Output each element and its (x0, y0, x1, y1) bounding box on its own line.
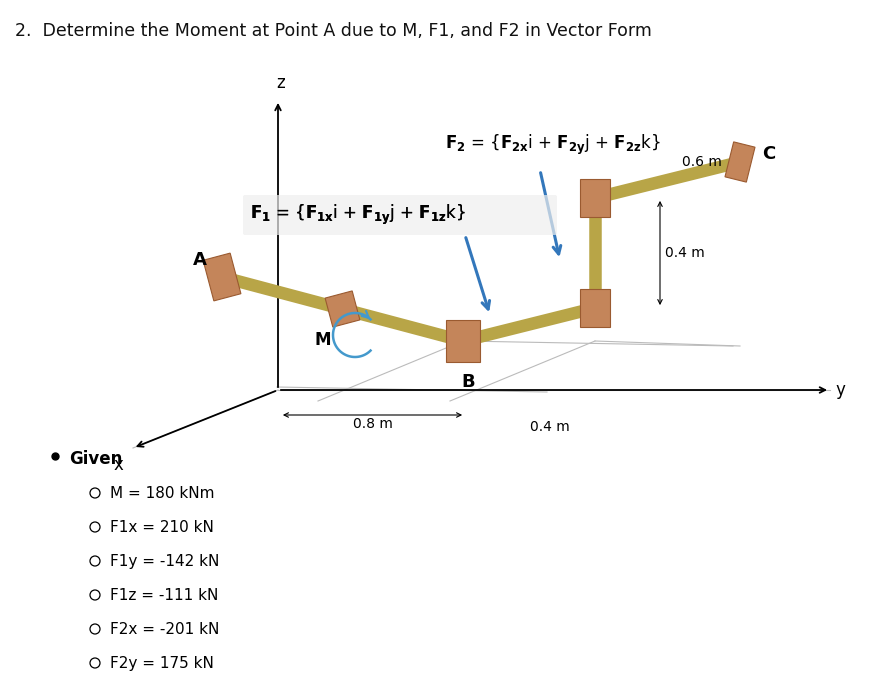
Text: C: C (761, 145, 774, 163)
Text: A: A (193, 251, 207, 269)
Text: F1x = 210 kN: F1x = 210 kN (109, 520, 214, 535)
Text: 0.6 m: 0.6 m (681, 155, 721, 169)
Text: $\mathbf{F_2}$ = {$\mathbf{F_{2x}}$i + $\mathbf{F_{2y}}$j + $\mathbf{F_{2z}}$k}: $\mathbf{F_2}$ = {$\mathbf{F_{2x}}$i + $… (444, 133, 660, 157)
Bar (580, 289, 609, 327)
Bar (580, 179, 609, 217)
Bar (325, 291, 360, 327)
Text: F1z = -111 kN: F1z = -111 kN (109, 588, 218, 603)
Text: Given: Given (69, 450, 123, 468)
Text: F1y = -142 kN: F1y = -142 kN (109, 554, 219, 569)
FancyBboxPatch shape (242, 195, 556, 235)
Text: F2y = 175 kN: F2y = 175 kN (109, 656, 214, 671)
Text: $\mathbf{F_1}$ = {$\mathbf{F_{1x}}$i + $\mathbf{F_{1y}}$j + $\mathbf{F_{1z}}$k}: $\mathbf{F_1}$ = {$\mathbf{F_{1x}}$i + $… (249, 203, 465, 227)
Text: 0.4 m: 0.4 m (664, 246, 704, 260)
Text: 0.4 m: 0.4 m (529, 420, 569, 434)
Text: x: x (113, 456, 123, 474)
Bar (724, 142, 754, 182)
Text: M = 180 kNm: M = 180 kNm (109, 486, 215, 501)
Text: z: z (276, 74, 285, 92)
Text: 2.  Determine the Moment at Point A due to M, F1, and F2 in Vector Form: 2. Determine the Moment at Point A due t… (15, 22, 651, 40)
Text: M: M (315, 331, 331, 349)
Text: F2x = -201 kN: F2x = -201 kN (109, 622, 219, 637)
Bar (446, 320, 480, 362)
Bar (202, 253, 241, 301)
Text: 0.8 m: 0.8 m (352, 417, 392, 431)
Text: $\mathbf{F_1}$ = {$\mathbf{F_{1x}}$i + $\mathbf{F_{1y}}$j + $\mathbf{F_{1z}}$k}: $\mathbf{F_1}$ = {$\mathbf{F_{1x}}$i + $… (249, 203, 465, 227)
Text: B: B (461, 373, 474, 391)
Text: y: y (834, 381, 844, 399)
